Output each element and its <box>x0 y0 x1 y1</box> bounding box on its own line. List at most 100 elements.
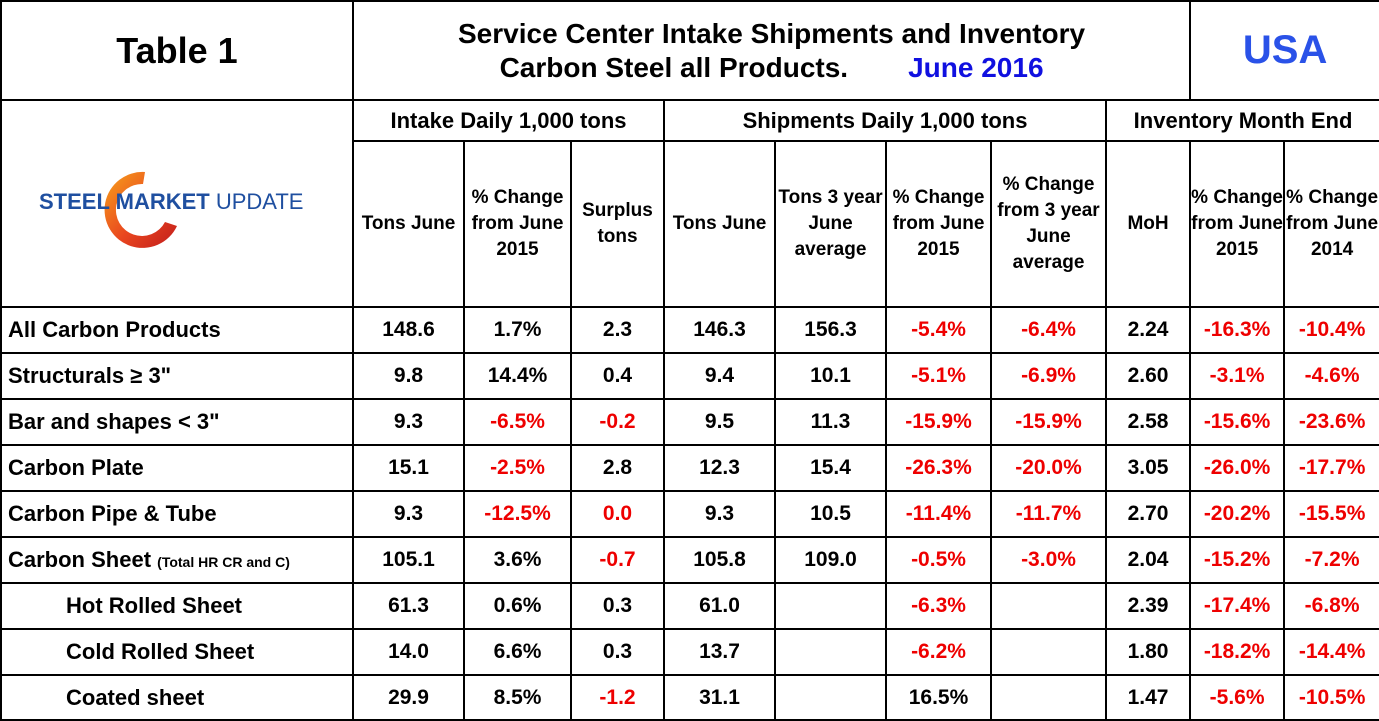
row-label-text: Carbon Sheet <box>8 547 152 572</box>
table-cell: -17.4% <box>1189 582 1286 630</box>
col-moh: MoH <box>1104 140 1192 308</box>
table-cell: -15.9% <box>990 398 1107 446</box>
table-cell: -6.9% <box>990 352 1107 400</box>
group-intake: Intake Daily 1,000 tons <box>352 99 665 142</box>
report-date: June 2016 <box>908 51 1044 83</box>
table-cell: 109.0 <box>774 536 887 584</box>
table-cell: -2.5% <box>463 444 572 492</box>
table-cell: -15.5% <box>1283 490 1379 538</box>
table-cell: 0.3 <box>570 628 665 676</box>
table-cell: 9.5 <box>663 398 776 446</box>
steel-market-update-logo: STEEL MARKET UPDATE <box>39 171 303 248</box>
table-cell: 2.24 <box>1104 306 1192 354</box>
table-cell: 10.5 <box>774 490 887 538</box>
table-cell: -6.5% <box>463 398 572 446</box>
table-cell: -3.0% <box>990 536 1107 584</box>
table-cell: 10.1 <box>774 352 887 400</box>
table-cell: -17.7% <box>1283 444 1379 492</box>
table-cell: -20.2% <box>1189 490 1286 538</box>
col-ship-change-3yr: % Change from 3 year June average <box>990 140 1107 308</box>
table-cell: -5.4% <box>885 306 992 354</box>
table-cell: 0.0 <box>570 490 665 538</box>
table-cell: -11.4% <box>885 490 992 538</box>
row-label-text: Structurals ≥ 3" <box>8 363 172 388</box>
col-intake-tons: Tons June <box>352 140 465 308</box>
title-row: Table 1 Service Center Intake Shipments … <box>0 0 1379 101</box>
table-cell: 13.7 <box>663 628 776 676</box>
row-label: Carbon Pipe & Tube <box>0 490 354 538</box>
table-cell: 146.3 <box>663 306 776 354</box>
row-label-note: (Total HR CR and C) <box>157 554 290 570</box>
col-ship-3yr: Tons 3 year June average <box>774 140 887 308</box>
col-surplus: Surplus tons <box>570 140 665 308</box>
row-label: Carbon Sheet (Total HR CR and C) <box>0 536 354 584</box>
col-ship-tons: Tons June <box>663 140 776 308</box>
table-cell: -15.2% <box>1189 536 1286 584</box>
logo-ring-icon <box>104 171 177 248</box>
table-cell: -1.2 <box>570 674 665 721</box>
table-cell: 61.0 <box>663 582 776 630</box>
report-subtitle: Carbon Steel all Products. <box>499 51 849 83</box>
table-cell <box>774 674 887 721</box>
logo-text: STEEL MARKET UPDATE <box>39 189 303 214</box>
table-cell: -14.4% <box>1283 628 1379 676</box>
table-cell <box>990 582 1107 630</box>
table-row: Carbon Pipe & Tube 9.3 -12.5% 0.0 9.3 10.5 -11… <box>0 490 1379 538</box>
table-cell: 105.1 <box>352 536 465 584</box>
table-cell: 31.1 <box>663 674 776 721</box>
col-inv-change-2015: % Change from June 2015 <box>1189 140 1286 308</box>
table-cell: -11.7% <box>990 490 1107 538</box>
table-cell: 9.3 <box>352 398 465 446</box>
row-label-text: Coated sheet <box>66 684 205 710</box>
table-cell: -5.6% <box>1189 674 1286 721</box>
table-cell: -6.3% <box>885 582 992 630</box>
table-cell: 9.8 <box>352 352 465 400</box>
col-inv-change-2014: % Change from June 2014 <box>1283 140 1379 308</box>
table-cell: 1.47 <box>1104 674 1192 721</box>
table-cell: 15.1 <box>352 444 465 492</box>
table-cell: 2.8 <box>570 444 665 492</box>
table-cell: -0.5% <box>885 536 992 584</box>
table-cell: 2.70 <box>1104 490 1192 538</box>
column-header-row: Tons June % Change from June 2015 Surplu… <box>1 140 1379 308</box>
table-cell: 8.5% <box>463 674 572 721</box>
table-cell <box>774 628 887 676</box>
table-cell: 29.9 <box>352 674 465 721</box>
row-label-text: Bar and shapes < 3" <box>8 409 220 434</box>
table-cell: -20.0% <box>990 444 1107 492</box>
table-cell <box>990 628 1107 676</box>
table-cell: 156.3 <box>774 306 887 354</box>
report-title-line1: Service Center Intake Shipments and Inve… <box>458 17 1086 49</box>
table-cell: -16.3% <box>1189 306 1286 354</box>
table-row: All Carbon Products 148.6 1.7% 2.3 146.3 156.… <box>0 306 1379 354</box>
table-row: Hot Rolled Sheet 61.3 0.6% 0.3 61.0 -6.3% 2.39… <box>0 582 1379 630</box>
table-cell: -0.2 <box>570 398 665 446</box>
table-cell: 9.4 <box>663 352 776 400</box>
row-label: Cold Rolled Sheet <box>0 628 354 676</box>
table-cell: 9.3 <box>663 490 776 538</box>
table-cell: 14.0 <box>352 628 465 676</box>
table-cell: 2.39 <box>1104 582 1192 630</box>
table-cell: -3.1% <box>1189 352 1286 400</box>
table-row: Carbon Sheet (Total HR CR and C) 105.1 3.6… <box>0 536 1379 584</box>
table-cell: 12.3 <box>663 444 776 492</box>
row-label: Bar and shapes < 3" <box>0 398 354 446</box>
table-cell: -23.6% <box>1283 398 1379 446</box>
table-cell: -10.4% <box>1283 306 1379 354</box>
table-cell: 2.58 <box>1104 398 1192 446</box>
table-cell: -7.2% <box>1283 536 1379 584</box>
table-cell: 3.05 <box>1104 444 1192 492</box>
table-cell: -15.9% <box>885 398 992 446</box>
table-cell: 2.3 <box>570 306 665 354</box>
table-cell: 148.6 <box>352 306 465 354</box>
table-cell: -15.6% <box>1189 398 1286 446</box>
table-row: Carbon Plate 15.1 -2.5% 2.8 12.3 15.4 -26.3% -2… <box>0 444 1379 492</box>
row-label-text: All Carbon Products <box>8 317 221 342</box>
table-cell: 0.6% <box>463 582 572 630</box>
table-row: Coated sheet 29.9 8.5% -1.2 31.1 16.5% 1.47 -5.… <box>0 674 1379 721</box>
group-header-row: STEEL MARKET UPDATE Intake Daily 1,000 t… <box>0 99 1379 308</box>
row-label-text: Carbon Plate <box>8 455 144 480</box>
table-cell: 61.3 <box>352 582 465 630</box>
table-cell: 14.4% <box>463 352 572 400</box>
